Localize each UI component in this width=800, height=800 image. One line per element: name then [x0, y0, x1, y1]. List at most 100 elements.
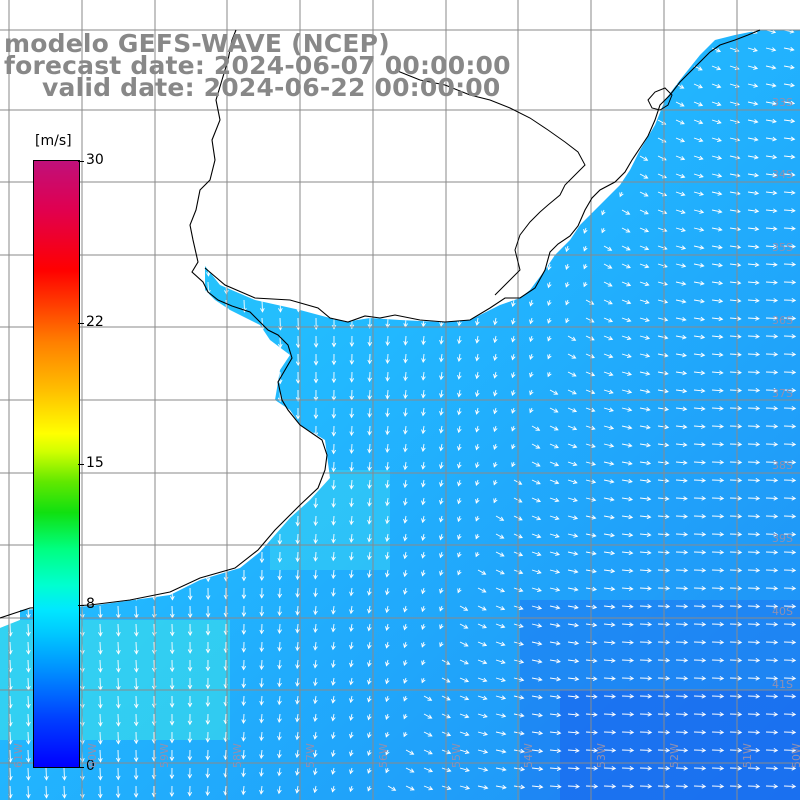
wind-arrow [729, 549, 743, 555]
wind-arrow [729, 477, 743, 483]
wind-arrow [637, 83, 642, 90]
wind-arrow [729, 441, 743, 447]
wind-arrow [26, 173, 31, 187]
wind-arrow [639, 245, 650, 251]
wind-arrow [637, 119, 642, 126]
wind-arrow [457, 155, 462, 167]
wind-arrow [224, 101, 229, 115]
wind-arrow [367, 173, 373, 187]
wind-arrow [367, 227, 373, 240]
wind-arrow [421, 263, 426, 274]
wind-arrow [765, 65, 777, 70]
wind-arrow [349, 425, 354, 437]
wind-arrow [403, 515, 408, 524]
wind-arrow [475, 353, 480, 362]
wind-arrow [747, 585, 761, 591]
wind-arrow [493, 227, 498, 237]
wind-arrow [603, 747, 617, 753]
wind-arrow [367, 515, 372, 525]
wind-arrow [511, 65, 516, 76]
wind-arrow [747, 567, 761, 573]
wind-arrow [547, 30, 552, 40]
wind-arrow [134, 569, 139, 583]
wind-arrow [439, 497, 444, 505]
wind-arrow [385, 533, 390, 543]
wind-arrow [693, 191, 705, 196]
wind-arrow [134, 425, 139, 439]
wind-arrow [603, 604, 616, 610]
wind-arrow [187, 785, 193, 797]
wind-arrow [349, 353, 355, 365]
wind-arrow [511, 335, 516, 343]
wind-arrow [205, 731, 211, 743]
wind-arrow [765, 711, 779, 717]
wind-arrow [152, 407, 157, 421]
wind-arrow [639, 353, 651, 358]
wind-arrow [26, 695, 31, 709]
wind-arrow [98, 641, 103, 655]
wind-arrow [224, 245, 229, 259]
wind-arrow [98, 731, 103, 745]
wind-arrow [603, 443, 615, 448]
wind-arrow [151, 677, 157, 691]
wind-arrow [331, 569, 336, 580]
wind-arrow [637, 65, 642, 73]
wind-arrow [188, 407, 193, 421]
wind-arrow [765, 154, 778, 160]
wind-arrow [583, 137, 588, 145]
wind-arrow [98, 191, 103, 205]
wind-arrow [170, 173, 175, 187]
wind-arrow [206, 443, 211, 457]
wind-arrow [188, 155, 193, 169]
wind-arrow [619, 137, 624, 144]
wind-arrow [729, 765, 743, 771]
wind-arrow [26, 569, 31, 583]
wind-arrow [439, 209, 444, 221]
wind-arrow [116, 533, 121, 547]
wind-arrow [655, 30, 660, 37]
wind-arrow [567, 604, 579, 610]
wind-arrow [711, 567, 725, 573]
wind-arrow [693, 478, 707, 483]
wind-arrow [439, 551, 444, 559]
wind-arrow [206, 191, 211, 205]
wind-arrow [549, 389, 559, 395]
wind-arrow [367, 317, 373, 329]
wind-arrow [747, 387, 761, 393]
wind-arrow [134, 209, 139, 223]
wind-arrow [601, 155, 606, 163]
wind-arrow [783, 621, 797, 627]
wind-arrow [332, 137, 337, 151]
wind-arrow [26, 245, 31, 259]
wind-arrow [495, 784, 507, 790]
wind-arrow [603, 550, 616, 556]
wind-arrow [621, 209, 631, 215]
wind-arrow [385, 677, 390, 685]
wind-arrow [331, 461, 337, 473]
wind-arrow [367, 101, 373, 115]
wind-arrow [747, 729, 761, 735]
wind-arrow [567, 479, 578, 485]
wind-arrow [529, 173, 534, 183]
wind-arrow [313, 353, 319, 366]
wind-arrow [367, 767, 372, 774]
wind-arrow [439, 605, 444, 612]
wind-arrow [224, 227, 229, 241]
wind-arrow [385, 551, 390, 560]
wind-arrow [765, 423, 779, 429]
wind-arrow [295, 461, 301, 474]
wind-arrow [475, 191, 480, 202]
wind-arrow [439, 335, 444, 345]
wind-arrow [657, 335, 669, 340]
wind-arrow [224, 353, 229, 367]
wind-arrow [403, 281, 409, 293]
wind-arrow [116, 353, 121, 367]
wind-arrow [403, 407, 408, 417]
wind-arrow [367, 335, 373, 347]
wind-arrow [242, 191, 247, 205]
wind-arrow [313, 281, 319, 295]
wind-arrow [457, 443, 462, 451]
wind-arrow [387, 785, 397, 791]
wind-arrow [639, 532, 652, 538]
wind-arrow [313, 749, 318, 758]
